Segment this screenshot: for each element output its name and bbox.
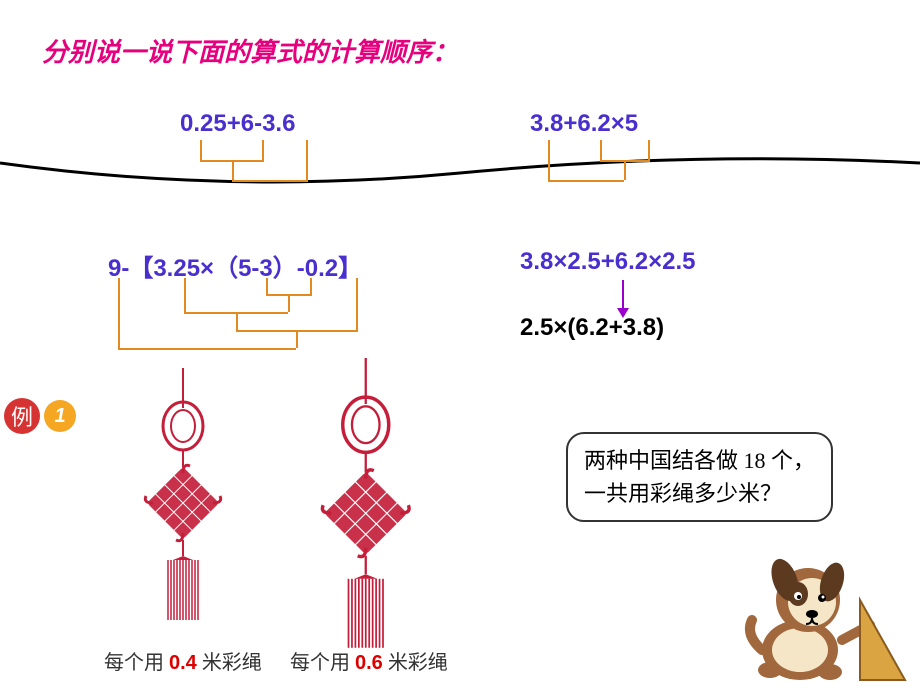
page-title: 分别说一说下面的算式的计算顺序： (42, 32, 458, 69)
caption-value: 0.6 (355, 652, 383, 674)
expression-3: 9-【3.25×（5-3）-0.2】 (108, 248, 362, 283)
speech-line-1: 两种中国结各做 18 个， (584, 444, 815, 477)
chinese-knot-large (314, 358, 418, 662)
caption-post: 米彩绳 (383, 652, 448, 674)
example-badge: 例 1 (4, 398, 76, 434)
caption-value: 0.4 (169, 652, 197, 674)
expression-1: 0.25+6-3.6 (180, 110, 295, 138)
chinese-knot-small (138, 368, 228, 633)
expression-5: 2.5×(6.2+3.8) (520, 314, 664, 342)
arrow-line (622, 280, 624, 308)
expression-2: 3.8+6.2×5 (530, 110, 638, 138)
header-curve (0, 155, 920, 195)
expression-4: 3.8×2.5+6.2×2.5 (520, 248, 696, 276)
caption-post: 米彩绳 (197, 652, 262, 674)
caption-knot-2: 每个用 0.6 米彩绳 (290, 646, 448, 675)
caption-pre: 每个用 (290, 652, 355, 674)
example-label: 例 (4, 398, 40, 434)
caption-knot-1: 每个用 0.4 米彩绳 (104, 646, 262, 675)
example-number: 1 (44, 400, 76, 432)
dog-character (740, 540, 910, 695)
arrow-down-icon (617, 308, 629, 318)
caption-pre: 每个用 (104, 652, 169, 674)
speech-line-2: 一共用彩绳多少米？ (584, 477, 815, 510)
speech-bubble: 两种中国结各做 18 个， 一共用彩绳多少米？ (566, 432, 833, 522)
